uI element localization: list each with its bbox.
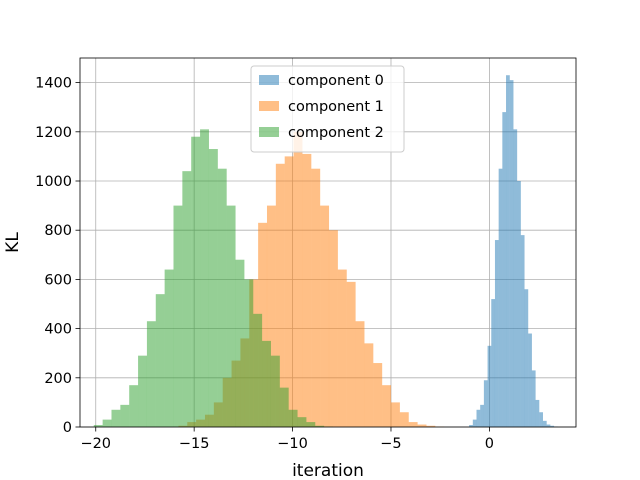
x-tick-label: −5 — [380, 436, 401, 452]
histogram-bar-component-1 — [373, 363, 383, 427]
histogram-bar-component-0 — [476, 409, 481, 427]
legend-swatch-component-0 — [259, 75, 279, 85]
y-tick-label: 800 — [44, 223, 72, 239]
histogram-bar-component-2 — [182, 171, 192, 427]
legend-swatch-component-1 — [259, 101, 279, 111]
histogram-bar-component-0 — [498, 168, 503, 427]
histogram-bar-component-2 — [315, 425, 325, 427]
histogram-bar-component-0 — [535, 399, 540, 427]
histogram-bar-component-1 — [364, 343, 374, 427]
histogram-bar-component-0 — [480, 404, 484, 427]
histogram-bar-component-0 — [513, 129, 518, 427]
histogram-bar-component-0 — [550, 425, 555, 427]
histogram-bar-component-1 — [426, 425, 436, 427]
histogram-bar-component-0 — [524, 289, 529, 427]
histogram-bar-component-1 — [408, 422, 418, 427]
y-tick-label: 400 — [44, 322, 72, 338]
histogram-bar-component-2 — [120, 404, 130, 427]
histogram-bar-component-2 — [244, 279, 254, 427]
y-tick-label: 200 — [44, 371, 72, 387]
histogram-bar-component-2 — [208, 149, 218, 427]
histogram-bar-component-0 — [483, 380, 488, 427]
histogram-bar-component-0 — [506, 75, 510, 427]
x-tick-label: −10 — [277, 436, 308, 452]
histogram-bar-component-0 — [487, 345, 492, 427]
legend-label-component-0: component 0 — [288, 73, 384, 89]
x-tick-label: 0 — [485, 436, 494, 452]
histogram-bar-component-0 — [542, 420, 547, 427]
histogram-bar-component-1 — [302, 153, 312, 427]
x-axis-label: iteration — [292, 461, 364, 480]
legend-label-component-2: component 2 — [288, 125, 384, 141]
histogram-bar-component-1 — [258, 222, 268, 427]
histogram-bar-component-2 — [191, 136, 201, 427]
histogram-bar-component-2 — [297, 417, 307, 427]
legend: component 0 component 1 component 2 — [250, 65, 405, 153]
histogram-bar-component-0 — [531, 370, 536, 427]
histogram-bar-component-1 — [399, 412, 409, 427]
histogram-bar-component-2 — [146, 321, 156, 427]
histogram-bar-component-1 — [320, 205, 330, 427]
histogram-bar-component-0 — [502, 112, 507, 428]
y-tick-label: 1400 — [35, 76, 72, 92]
y-tick-label: 1000 — [35, 174, 72, 190]
histogram-bar-component-2 — [262, 340, 271, 427]
bars — [93, 75, 558, 428]
histogram-bar-component-2 — [226, 205, 236, 427]
histogram-bar-component-2 — [102, 419, 112, 427]
histogram-bar-component-2 — [129, 385, 139, 427]
y-tick-label: 1200 — [35, 125, 72, 141]
histogram-bar-component-1 — [382, 385, 392, 427]
histogram-bar-component-2 — [270, 355, 280, 427]
histogram-bar-component-2 — [173, 205, 183, 427]
histogram-bar-component-2 — [253, 313, 263, 427]
histogram-bar-component-0 — [491, 299, 496, 427]
y-tick-label: 600 — [44, 272, 72, 288]
legend-box — [250, 65, 405, 153]
histogram-bar-component-0 — [520, 235, 525, 427]
histogram-bar-component-2 — [155, 294, 165, 427]
histogram-bar-component-0 — [517, 181, 521, 427]
histogram-bar-component-2 — [306, 422, 316, 427]
histogram-bar-component-0 — [546, 424, 551, 427]
x-tick-label: −15 — [179, 436, 210, 452]
y-tick-label: 0 — [63, 420, 72, 436]
histogram-bar-component-1 — [284, 156, 294, 427]
histogram-bar-component-1 — [266, 205, 276, 427]
histogram-bar-component-2 — [235, 259, 245, 427]
histogram-bar-component-1 — [337, 269, 347, 427]
histogram-bar-component-2 — [279, 387, 289, 427]
histogram-bar-component-0 — [528, 333, 532, 427]
histogram-bar-component-1 — [275, 163, 285, 427]
histogram-bar-component-1 — [355, 321, 365, 427]
histogram-bar-component-2 — [217, 168, 227, 427]
histogram-bar-component-2 — [288, 409, 298, 427]
histogram-bar-component-1 — [311, 168, 321, 427]
histogram-bar-component-1 — [417, 424, 427, 427]
histogram-bar-component-1 — [293, 131, 303, 428]
histogram-bar-component-1 — [328, 230, 338, 427]
histogram-bar-component-0 — [469, 425, 473, 427]
ticks: −20 −15 −10 −5 0 0 200 400 600 800 1000 1200 1400 — [35, 76, 494, 452]
histogram-bar-component-2 — [200, 129, 209, 427]
histogram-bar-component-2 — [111, 409, 121, 427]
histogram-bar-component-2 — [164, 269, 174, 427]
histogram-bar-component-2 — [93, 425, 103, 427]
histogram-bar-component-1 — [346, 281, 356, 427]
y-axis-label: KL — [3, 232, 23, 253]
histogram-bar-component-2 — [138, 355, 147, 427]
histogram-bar-component-0 — [539, 412, 543, 427]
histogram-bar-component-0 — [494, 240, 499, 427]
legend-label-component-1: component 1 — [288, 99, 384, 115]
x-tick-label: −20 — [80, 436, 111, 452]
histogram-bar-component-0 — [472, 419, 477, 427]
histogram-bar-component-0 — [509, 80, 514, 427]
legend-swatch-component-2 — [259, 127, 279, 137]
axes-frame — [79, 57, 577, 428]
histogram-bar-component-1 — [390, 402, 400, 427]
